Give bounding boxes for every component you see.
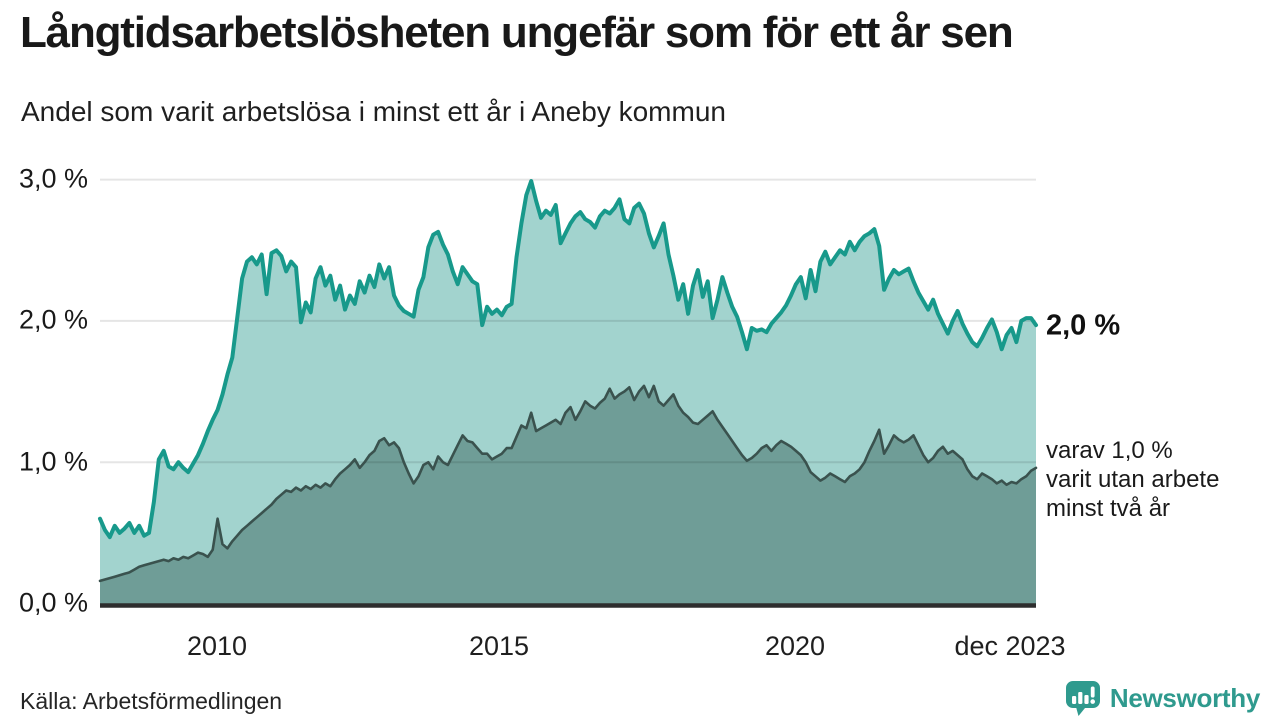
series-line-1 xyxy=(98,179,1038,540)
series-line-2 xyxy=(98,384,1038,583)
x-axis-tick-2015: 2015 xyxy=(468,631,530,661)
source-credit: Källa: Arbetsförmedlingen xyxy=(20,688,283,714)
x-axis-tick-2020: 2020 xyxy=(764,631,826,661)
series2-end-annotation: varav 1,0 % varit utan arbete minst två … xyxy=(1046,436,1219,523)
series1-end-value-label: 2,0 % xyxy=(1046,309,1121,342)
x-axis-tick-2010: 2010 xyxy=(186,631,248,661)
y-axis-tick-2: 2,0 % xyxy=(18,304,88,335)
y-axis-tick-3: 3,0 % xyxy=(18,163,88,194)
y-axis-tick-0: 0,0 % xyxy=(18,587,88,618)
series2-annotation-line2: varit utan arbete xyxy=(1046,466,1220,493)
x-axis-tick-dec-2023: dec 2023 xyxy=(954,631,1066,661)
series2-annotation-line3: minst två år xyxy=(1046,495,1171,522)
chart-subtitle: Andel som varit arbetslösa i minst ett å… xyxy=(21,96,726,127)
page-title: Långtidsarbetslösheten ungefär som för e… xyxy=(20,8,1014,57)
y-axis-tick-1: 1,0 % xyxy=(18,446,88,477)
newsworthy-wordmark: Newsworthy xyxy=(1109,682,1260,713)
series2-annotation-line1: varav 1,0 % xyxy=(1046,437,1173,464)
series-area-1 xyxy=(100,181,1036,604)
newsworthy-speech-bubble-barchart-icon xyxy=(1064,679,1102,717)
newsworthy-logo: Newsworthy xyxy=(1064,679,1260,717)
series-area-2 xyxy=(100,385,1036,604)
